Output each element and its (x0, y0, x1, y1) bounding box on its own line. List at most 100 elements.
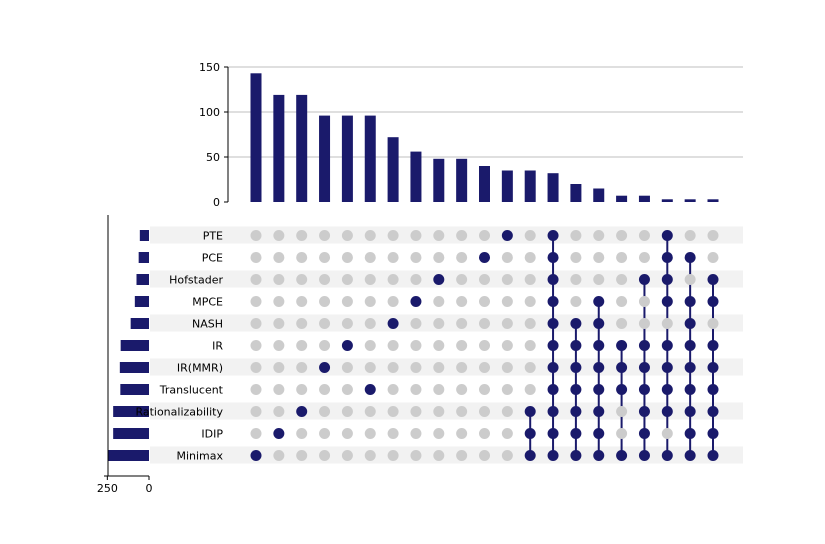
membership-dot-inactive (387, 428, 399, 439)
membership-dot-inactive (501, 362, 513, 373)
membership-dot-inactive (593, 230, 605, 241)
membership-dot-inactive (433, 362, 445, 373)
membership-dot-inactive (364, 450, 376, 461)
membership-dot-inactive (341, 296, 353, 307)
membership-dot-inactive (707, 318, 719, 329)
membership-dot-inactive (273, 450, 285, 461)
membership-dot-inactive (433, 428, 445, 439)
membership-dot-inactive (479, 428, 490, 439)
membership-dot-inactive (319, 406, 331, 417)
membership-dot-active (684, 296, 696, 307)
membership-dot-inactive (410, 428, 422, 439)
membership-dot-inactive (273, 340, 285, 351)
membership-dot-inactive (387, 450, 399, 461)
membership-dot-active (661, 274, 673, 285)
membership-dot-inactive (250, 296, 262, 307)
intersection-bar (296, 94, 308, 202)
y-tick-label: 100 (199, 106, 220, 119)
membership-dot-inactive (479, 340, 490, 351)
membership-dot-inactive (387, 340, 399, 351)
membership-dot-inactive (250, 274, 262, 285)
membership-dot-active (684, 406, 696, 417)
membership-dot-inactive (364, 340, 376, 351)
row-stripe (150, 358, 743, 376)
membership-dot-inactive (410, 252, 422, 263)
membership-dot-inactive (387, 406, 399, 417)
membership-dot-active (593, 450, 605, 461)
membership-dot-active (547, 230, 559, 241)
intersection-bar (684, 199, 696, 202)
membership-dot-inactive (387, 296, 399, 307)
membership-dot-active (524, 406, 536, 417)
membership-dot-active (638, 340, 650, 351)
membership-dot-inactive (661, 318, 673, 329)
membership-dot-inactive (501, 296, 513, 307)
membership-dot-inactive (296, 428, 308, 439)
membership-dot-active (273, 428, 285, 439)
membership-dot-inactive (524, 296, 536, 307)
membership-dot-inactive (341, 450, 353, 461)
membership-dot-inactive (273, 230, 285, 241)
membership-dot-inactive (524, 230, 536, 241)
membership-dot-inactive (250, 318, 262, 329)
membership-dot-inactive (319, 274, 331, 285)
membership-dot-inactive (410, 318, 422, 329)
membership-dot-active (661, 362, 673, 373)
membership-dot-inactive (501, 384, 513, 395)
membership-dot-inactive (273, 406, 285, 417)
membership-dot-inactive (638, 230, 650, 241)
membership-dot-active (570, 450, 582, 461)
membership-dot-inactive (616, 406, 628, 417)
set-size-bar (120, 384, 149, 395)
membership-dot-active (479, 252, 490, 263)
membership-dot-inactive (364, 406, 376, 417)
membership-dot-active (616, 340, 628, 351)
membership-dot-inactive (296, 296, 308, 307)
membership-dot-inactive (456, 340, 468, 351)
intersection-bar (593, 188, 605, 202)
membership-dot-active (707, 296, 719, 307)
membership-dot-inactive (638, 252, 650, 263)
membership-dot-active (684, 252, 696, 263)
membership-dot-active (684, 362, 696, 373)
membership-dot-inactive (479, 406, 490, 417)
membership-dot-inactive (364, 296, 376, 307)
intersection-bar (524, 170, 536, 202)
membership-dot-inactive (456, 362, 468, 373)
membership-dot-inactive (524, 252, 536, 263)
membership-dot-inactive (524, 340, 536, 351)
intersection-bar (433, 158, 445, 202)
membership-dot-active (547, 384, 559, 395)
membership-dot-inactive (387, 362, 399, 373)
membership-dot-inactive (387, 252, 399, 263)
membership-dot-active (593, 340, 605, 351)
membership-dot-inactive (433, 406, 445, 417)
membership-dot-inactive (433, 450, 445, 461)
membership-dot-active (547, 318, 559, 329)
membership-dot-inactive (296, 274, 308, 285)
membership-dot-inactive (341, 274, 353, 285)
membership-dot-inactive (479, 362, 490, 373)
set-name-label: IDIP (201, 428, 223, 441)
set-size-bar (136, 274, 149, 285)
membership-dot-active (547, 406, 559, 417)
membership-dot-inactive (707, 230, 719, 241)
membership-dot-inactive (273, 274, 285, 285)
intersection-bar (273, 94, 285, 202)
membership-dot-inactive (387, 274, 399, 285)
membership-dot-inactive (341, 252, 353, 263)
membership-dot-inactive (616, 230, 628, 241)
membership-dot-inactive (456, 230, 468, 241)
set-size-bar (113, 428, 149, 439)
y-tick-label: 50 (206, 151, 220, 164)
membership-dot-active (547, 252, 559, 263)
membership-dot-inactive (638, 296, 650, 307)
intersection-bar (479, 166, 490, 202)
membership-dot-inactive (479, 384, 490, 395)
membership-dot-active (684, 384, 696, 395)
membership-dot-inactive (364, 252, 376, 263)
set-name-label: NASH (192, 318, 223, 331)
membership-dot-active (341, 340, 353, 351)
membership-dot-inactive (410, 274, 422, 285)
membership-dot-inactive (296, 450, 308, 461)
